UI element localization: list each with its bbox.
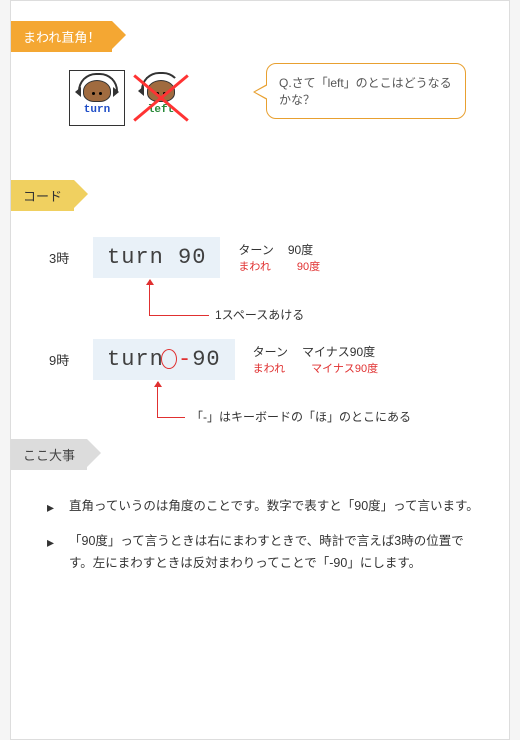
time-label-3: 3時 (49, 248, 93, 267)
bubble-text: さて「left」のとこはどうなるかな？ (279, 76, 452, 107)
code-row-9oclock: 9時 turn -90 ターン マイナス90度 まわれ マイナス90度 (49, 339, 491, 380)
explain-9: ターン マイナス90度 まわれ マイナス90度 (253, 343, 378, 376)
minus-sign: - (178, 347, 192, 372)
code-box-turn-neg90: turn -90 (93, 339, 235, 380)
point-1: 直角っていうのは角度のことです。数字で表すと「90度」って言います。 (47, 496, 481, 517)
point-2: 「90度」って言うときは右にまわすときで、時計で言えば3時の位置です。左にまわす… (47, 531, 481, 574)
time-label-9: 9時 (49, 350, 93, 369)
note-minus-key: 「-」はキーボードの「ほ」のとこにある (157, 384, 491, 425)
section1-banner: まわれ直角！ (11, 21, 112, 52)
turn-tile-label: turn (84, 104, 110, 116)
code-row-3oclock: 3時 turn 90 ターン 90度 まわれ 90度 (49, 237, 491, 278)
important-points: 直角っていうのは角度のことです。数字で表すと「90度」って言います。 「90度」… (47, 496, 481, 574)
turn-tile: turn (69, 70, 125, 126)
bubble-prefix: Q. (279, 76, 292, 90)
note-space: 1スペースあける (149, 282, 491, 323)
left-tile-label: left (148, 104, 174, 116)
section3-banner: ここ大事 (11, 439, 87, 470)
code-box-turn90: turn 90 (93, 237, 220, 278)
explain-3: ターン 90度 まわれ 90度 (238, 241, 320, 274)
section2-banner: コード (11, 180, 74, 211)
left-tile-crossed: left (133, 70, 189, 126)
question-bubble: Q.さて「left」のとこはどうなるかな？ (266, 63, 466, 119)
